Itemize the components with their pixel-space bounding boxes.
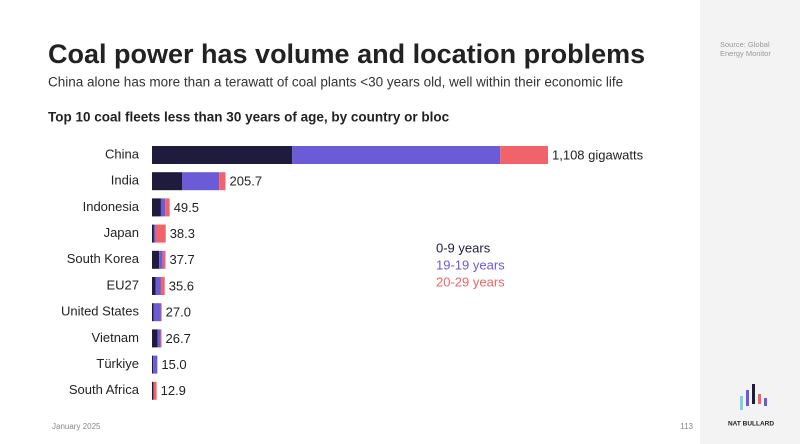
bar-segment: [152, 355, 154, 374]
bar-segment: [153, 355, 158, 374]
category-label: Japan: [104, 225, 139, 240]
source-box: Source: Global Energy Monitor: [720, 40, 771, 58]
bar-segment: [162, 250, 166, 269]
bar-segment: [292, 146, 501, 164]
bar-segment: [152, 172, 183, 191]
bar-segment: [160, 329, 162, 348]
legend-entry: 0-9 years: [436, 240, 491, 255]
category-label: Türkiye: [96, 356, 139, 371]
total-label: 27.0: [166, 305, 191, 320]
bar-segment: [152, 381, 154, 400]
bar-segment: [152, 198, 161, 217]
bar-segment: [152, 277, 156, 295]
bar-segment: [152, 303, 154, 322]
category-label: Indonesia: [83, 199, 140, 214]
subtitle: China alone has more than a terawatt of …: [48, 75, 623, 90]
bar-segment: [152, 329, 158, 348]
bar-segment: [219, 172, 226, 191]
total-label: 15.0: [161, 357, 186, 372]
total-label: 35.6: [169, 278, 194, 293]
bar-segment: [159, 250, 163, 269]
bar-segment: [152, 146, 293, 164]
category-label: EU27: [106, 277, 139, 292]
bar-segment: [153, 381, 157, 400]
total-label: 1,108 gigawatts: [552, 147, 644, 162]
total-label: 205.7: [230, 174, 263, 189]
category-label: Vietnam: [92, 330, 139, 345]
footer-date: January 2025: [52, 422, 101, 431]
source: Source: Global Energy Monitor: [720, 40, 771, 58]
total-label: 37.7: [169, 252, 194, 267]
bar-segment: [155, 277, 161, 295]
bar-segment: [160, 198, 166, 217]
category-label: South Korea: [67, 251, 140, 266]
brand: NAT BULLARD: [728, 421, 774, 428]
legend-entry: 20-29 years: [436, 274, 505, 289]
sidebar: [700, 0, 800, 444]
bar-segment: [153, 303, 161, 322]
chart-title: Top 10 coal fleets less than 30 years of…: [48, 110, 450, 125]
total-label: 26.7: [166, 331, 191, 346]
bar-segment: [182, 172, 220, 191]
bar-segment: [165, 198, 170, 217]
total-label: 12.9: [161, 383, 186, 398]
page-number: 113: [680, 422, 693, 431]
total-label: 38.3: [170, 226, 195, 241]
bar-segment: [152, 224, 154, 243]
logo: [740, 384, 767, 410]
legend-entry: 19-19 years: [436, 257, 505, 272]
category-label: China: [105, 146, 140, 161]
bar-segment: [155, 224, 166, 243]
total-label: 49.5: [174, 200, 199, 215]
category-label: South Africa: [69, 382, 140, 397]
bar-segment: [153, 224, 156, 243]
bar-segment: [160, 277, 165, 295]
bar-segment: [157, 329, 161, 348]
title: Coal power has volume and location probl…: [48, 39, 645, 69]
bar-segment: [500, 146, 548, 164]
bar-segment: [152, 250, 160, 269]
bar-segment: [160, 303, 162, 322]
category-label: United States: [61, 304, 140, 319]
category-label: India: [111, 173, 140, 188]
